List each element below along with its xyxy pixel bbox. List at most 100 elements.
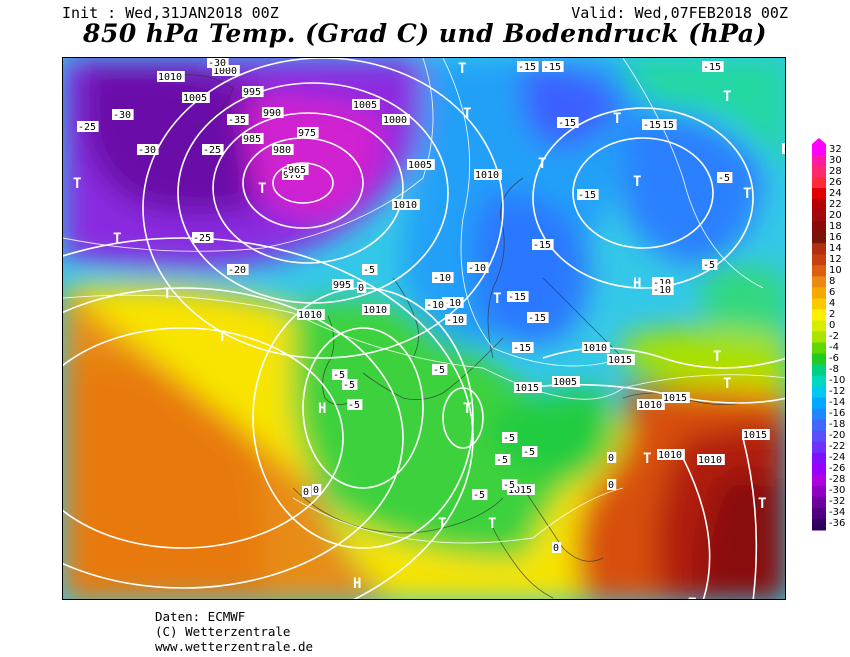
pressure-label-bg: [242, 86, 264, 97]
pressure-label: 1015: [514, 382, 542, 394]
colorbar-swatch: [812, 265, 826, 277]
temperature-label-bg: [652, 277, 674, 288]
pressure-label: 1010: [582, 342, 610, 354]
system-marker: T: [163, 286, 171, 302]
pressure-label-bg: [212, 65, 240, 76]
temperature-label-text: 0: [608, 480, 614, 491]
temperature-label: -5: [332, 369, 348, 381]
system-marker-text: T: [113, 231, 121, 247]
temperature-label-text: -10: [426, 300, 444, 311]
temperature-label-text: -5: [348, 400, 360, 411]
temperature-label: -20: [227, 264, 249, 276]
temperature-label-bg: [432, 364, 448, 375]
pressure-label: 1005: [182, 92, 210, 104]
colorbar-label: -22: [829, 441, 846, 453]
temperature-label-bg: [517, 61, 539, 72]
temperature-label: -15: [517, 61, 539, 73]
pressure-label-bg: [697, 454, 725, 465]
system-marker: T: [723, 89, 731, 105]
temperature-label: -5: [502, 432, 518, 444]
colorbar-label: -24: [829, 452, 846, 464]
system-marker: T: [258, 181, 266, 197]
temperature-label: -5: [342, 379, 358, 391]
pressure-label-bg: [662, 392, 690, 403]
colorbar-swatch: [812, 463, 826, 476]
temperature-label-text: -5: [363, 265, 375, 276]
temperature-label-bg: [652, 284, 674, 295]
temperature-label-text: -5: [496, 455, 508, 466]
system-marker-bg: [687, 599, 696, 600]
colorbar-swatch: [812, 320, 826, 332]
pressure-label-text: 1010: [583, 343, 607, 354]
colorbar-label: 26: [829, 176, 842, 188]
temperature-label: -5: [502, 479, 518, 491]
pressure-label-text: 1005: [408, 160, 432, 171]
pressure-label-bg: [297, 309, 325, 320]
colorbar-label: 6: [829, 286, 836, 298]
colorbar-label: -4: [829, 342, 839, 354]
temperature-label-bg: [425, 299, 447, 310]
temperature-label: 0: [302, 486, 312, 498]
temperature-label-text: -25: [193, 233, 211, 244]
system-marker-text: T: [463, 106, 471, 122]
temperature-label-bg: [522, 446, 538, 457]
temperature-label-bg: [642, 119, 664, 130]
colorbar-swatch: [812, 287, 826, 299]
temperature-label-text: -15: [656, 120, 674, 131]
temperature-label-text: -15: [543, 62, 561, 73]
temperature-label: -15: [512, 342, 534, 354]
colorbar-swatch: [812, 408, 826, 421]
pressure-label-text: 1015: [608, 355, 632, 366]
temperature-label-bg: [362, 264, 378, 275]
system-marker-text: T: [633, 174, 641, 190]
colorbar-swatch: [812, 452, 826, 465]
temperature-label-text: -25: [78, 122, 96, 133]
temperature-label: -10: [652, 284, 674, 296]
pressure-label-text: 1015: [663, 393, 687, 404]
pressure-label: 1000: [382, 114, 410, 126]
temperature-label: -5: [362, 264, 378, 276]
temperature-label-text: 0: [313, 485, 319, 496]
temperature-label-text: -20: [228, 265, 246, 276]
system-marker: T: [73, 176, 81, 192]
temperature-label: -30: [207, 58, 229, 69]
temperature-label-bg: [357, 282, 367, 293]
pressure-label: 1000: [212, 65, 240, 77]
pressure-label-bg: [474, 169, 502, 180]
temperature-label-text: -10: [653, 285, 671, 296]
pressure-label: 1010: [157, 71, 185, 83]
pressure-label-bg: [392, 199, 420, 210]
temperature-label-text: -15: [513, 343, 531, 354]
pressure-label-bg: [657, 449, 685, 460]
temperature-label-bg: [137, 144, 159, 155]
colorbar-swatch: [812, 474, 826, 487]
map-title: 850 hPa Temp. (Grad C) und Bodendruck (h…: [83, 19, 767, 48]
colorbar-top-arrow: [812, 138, 826, 144]
temperature-label-bg: [227, 264, 249, 275]
temperature-label: 0: [607, 452, 617, 464]
temperature-label-text: -5: [503, 433, 515, 444]
temperature-label-bg: [512, 342, 534, 353]
temperature-label-text: -5: [523, 447, 535, 458]
pressure-label: 1010: [637, 399, 665, 411]
colorbar-swatch: [812, 485, 826, 498]
temperature-label-bg: [542, 61, 564, 72]
temperature-label: -5: [702, 259, 718, 271]
pressure-label-text: 995: [243, 87, 261, 98]
system-marker: T: [113, 231, 121, 247]
colorbar-label: -8: [829, 364, 839, 376]
pressure-label-text: 1010: [158, 72, 182, 83]
pressure-label: 995: [242, 86, 264, 98]
colorbar-label: -32: [829, 496, 846, 508]
temperature-label-bg: [332, 369, 348, 380]
temperature-label-bg: [717, 172, 733, 183]
colorbar-swatch: [812, 254, 826, 266]
colorbar-label: -16: [829, 408, 846, 420]
pressure-label-text: 1000: [383, 115, 407, 126]
isotherms: [63, 58, 785, 544]
pressure-label: 1010: [657, 449, 685, 461]
temperature-label-bg: [445, 314, 467, 325]
system-marker: T: [613, 111, 621, 127]
pressure-label: 995: [332, 279, 354, 291]
colorbar-label: -14: [829, 397, 846, 409]
